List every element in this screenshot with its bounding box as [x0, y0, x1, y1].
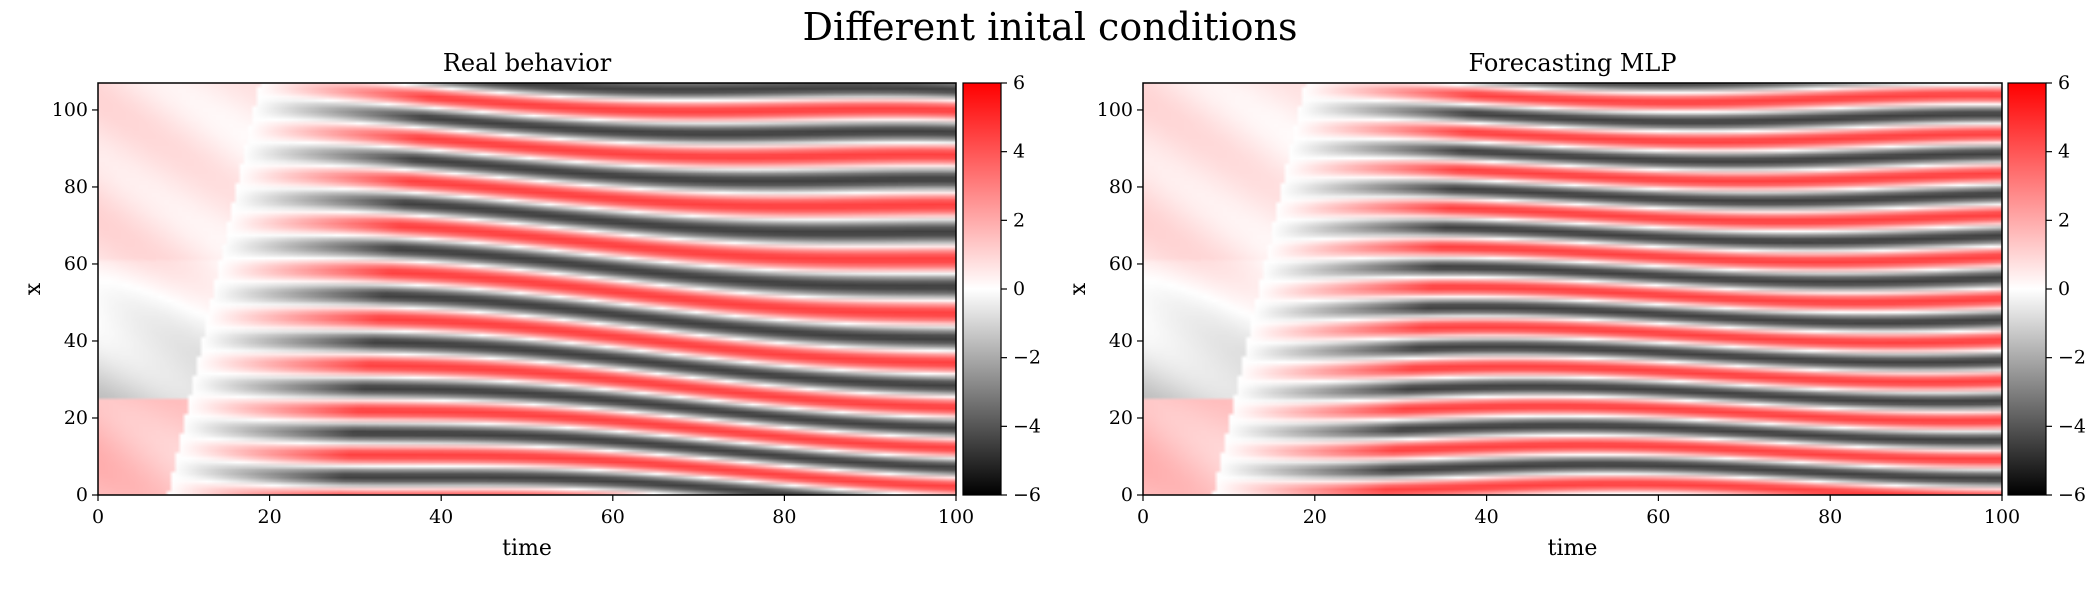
colorbar-tick-label: −6	[2058, 484, 2086, 506]
x-tick-label: 80	[1818, 506, 1842, 528]
y-tick-label: 60	[1109, 253, 1133, 275]
panel-title: Real behavior	[443, 49, 612, 77]
colorbar-tick-label: −2	[1013, 347, 1041, 369]
x-tick-label: 40	[1475, 506, 1499, 528]
colorbar	[2007, 82, 2047, 496]
x-tick-label: 80	[772, 506, 796, 528]
colorbar-tick-label: −4	[1013, 415, 1041, 437]
y-tick-label: 40	[64, 330, 88, 352]
colorbar-tick-label: 0	[2058, 278, 2070, 300]
x-tick-label: 100	[938, 506, 974, 528]
y-tick-label: 0	[1121, 484, 1133, 506]
y-tick-label: 80	[64, 176, 88, 198]
y-axis-label: x	[21, 282, 46, 295]
x-tick-label: 100	[1984, 506, 2020, 528]
colorbar-tick-label: −2	[2058, 347, 2086, 369]
y-tick-label: 20	[64, 407, 88, 429]
y-tick-label: 100	[1097, 99, 1133, 121]
plot-frame	[1142, 82, 2003, 496]
figure-title: Different inital conditions	[803, 5, 1298, 49]
x-tick-label: 40	[429, 506, 453, 528]
colorbar-tick-label: −4	[2058, 415, 2086, 437]
x-tick-label: 0	[1137, 506, 1149, 528]
x-tick-label: 0	[92, 506, 104, 528]
colorbar-tick-label: 6	[1013, 72, 1025, 94]
colorbar-tick-label: 4	[1013, 141, 1025, 163]
y-axis-label: x	[1066, 282, 1091, 295]
colorbar	[962, 82, 1002, 496]
x-tick-label: 60	[1646, 506, 1670, 528]
heatmap-image	[98, 83, 956, 495]
colorbar-tick-label: 4	[2058, 141, 2070, 163]
heatmap-image	[1143, 83, 2002, 495]
colorbar-tick-label: 2	[1013, 209, 1025, 231]
y-tick-label: 100	[52, 99, 88, 121]
colorbar-tick-label: 6	[2058, 72, 2070, 94]
y-tick-label: 80	[1109, 176, 1133, 198]
panel-title: Forecasting MLP	[1469, 49, 1677, 77]
colorbar-tick-label: 2	[2058, 209, 2070, 231]
y-tick-label: 20	[1109, 407, 1133, 429]
colorbar-tick-label: −6	[1013, 484, 1041, 506]
x-tick-label: 20	[1303, 506, 1327, 528]
plot-frame	[97, 82, 957, 496]
x-tick-label: 20	[258, 506, 282, 528]
x-axis-label: time	[1548, 536, 1598, 561]
y-tick-label: 60	[64, 253, 88, 275]
colorbar-tick-label: 0	[1013, 278, 1025, 300]
x-tick-label: 60	[601, 506, 625, 528]
y-tick-label: 40	[1109, 330, 1133, 352]
x-axis-label: time	[502, 536, 552, 561]
y-tick-label: 0	[76, 484, 88, 506]
